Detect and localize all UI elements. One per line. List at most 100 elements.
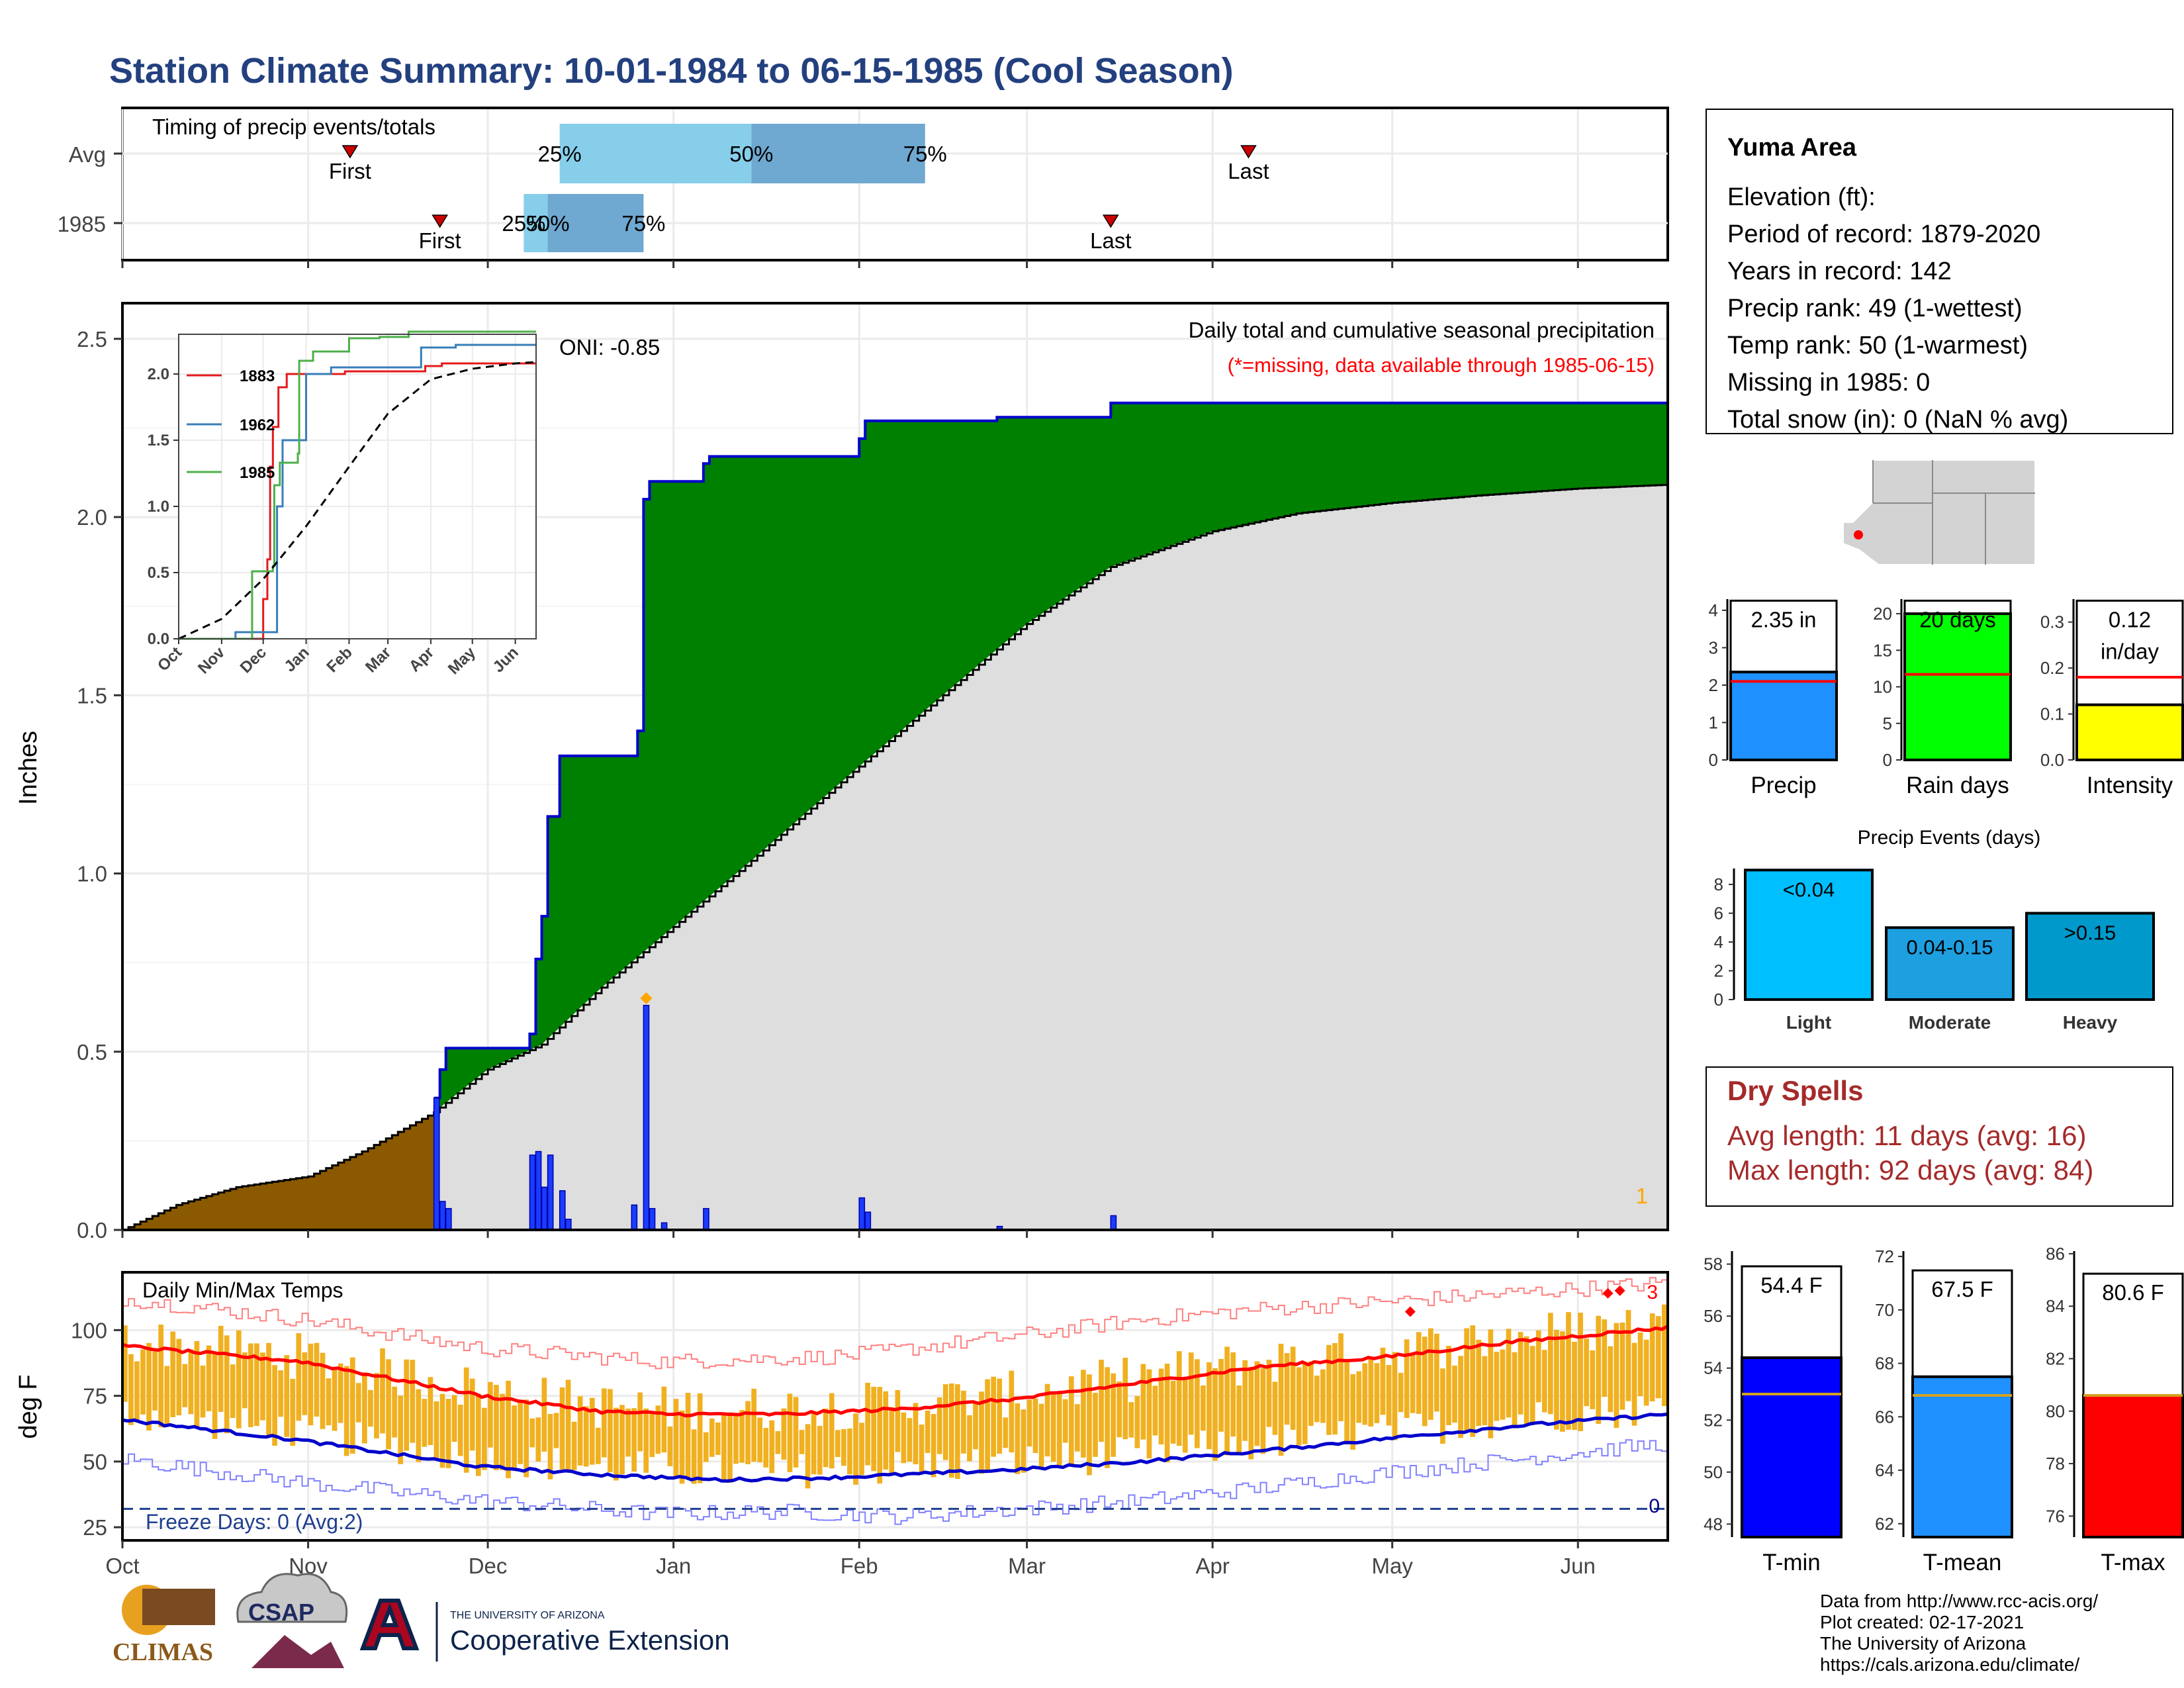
precip-events-title: Precip Events (days) — [1858, 827, 2041, 849]
month-label: Jun — [1561, 1554, 1596, 1578]
mini-bar — [1729, 671, 1838, 762]
precip-panel: 0.0 0.5 1.0 1.5 2.0 2.5 Inches ONI: -0.85 Dai… — [15, 302, 1669, 1243]
temp-ytick-label: 75 — [83, 1384, 107, 1409]
daily-temp-bar — [1631, 1342, 1637, 1426]
daily-temp-bar — [475, 1393, 481, 1476]
ua-logo: THE UNIVERSITY OF ARIZONA Cooperative Ex… — [359, 1599, 730, 1662]
event-bar-light — [1744, 868, 1874, 1001]
first-marker-icon — [341, 145, 359, 159]
daily-temp-bar — [871, 1386, 876, 1472]
daily-temp-bar — [889, 1407, 895, 1475]
daily-temp-bar — [1608, 1346, 1614, 1413]
daily-temp-bar — [206, 1345, 212, 1411]
daily-temp-bar — [1284, 1353, 1290, 1425]
mini-bar — [2075, 703, 2184, 761]
daily-temp-bar — [733, 1414, 739, 1464]
daily-temp-bar — [1195, 1359, 1200, 1448]
mini-tick-label: 3 — [1709, 637, 1718, 657]
daily-temp-bar — [559, 1387, 565, 1470]
daily-temp-bar — [942, 1384, 948, 1460]
daily-temp-bar — [1368, 1359, 1374, 1427]
daily-temp-bar — [721, 1415, 727, 1483]
temp-ytick-label: 50 — [83, 1450, 107, 1474]
daily-temp-bar — [332, 1368, 338, 1431]
daily-temp-bar — [829, 1393, 835, 1469]
daily-temp-bar — [1170, 1380, 1176, 1444]
ua-small-text: THE UNIVERSITY OF ARIZONA — [450, 1610, 605, 1621]
daily-precip-bar — [864, 1211, 872, 1231]
daily-temp-bar — [529, 1418, 535, 1448]
daily-temp-bar — [1326, 1344, 1332, 1435]
daily-temp-bar — [1212, 1368, 1218, 1461]
daily-temp-bar — [500, 1393, 505, 1470]
daily-temp-bar — [1356, 1371, 1362, 1423]
daily-temp-bar — [625, 1408, 631, 1457]
precip-areas — [122, 401, 1668, 1231]
footer-line: The University of Arizona — [1820, 1633, 2026, 1654]
daily-temp-bar — [1332, 1342, 1338, 1435]
daily-precip-bar — [529, 1154, 536, 1231]
daily-temp-bar — [1422, 1336, 1428, 1427]
daily-temp-bar — [1518, 1332, 1524, 1415]
daily-temp-bar — [1087, 1374, 1092, 1476]
daily-temp-bar — [506, 1380, 511, 1479]
inset-series-line-1883 — [179, 362, 536, 640]
mini-tick-label: 58 — [1704, 1254, 1723, 1274]
daily-temp-bar — [512, 1405, 517, 1468]
events-tick-label: 4 — [1714, 932, 1723, 952]
daily-temp-bar — [488, 1382, 493, 1448]
month-label: Jan — [656, 1554, 691, 1578]
event-bar-label: <0.04 — [1783, 878, 1835, 901]
daily-precip-bar — [541, 1186, 548, 1231]
summary-chart-intensity: 0.0 0.1 0.2 0.3 0.12 in/day Intensity — [2040, 599, 2184, 798]
daily-temp-bar — [439, 1393, 445, 1468]
daily-temp-bar — [1081, 1370, 1086, 1458]
daily-temp-bar — [631, 1408, 637, 1472]
daily-temp-bar — [1464, 1328, 1469, 1432]
map-ocean — [1843, 460, 1873, 523]
precip-caption: Daily total and cumulative seasonal prec… — [1189, 318, 1655, 342]
daily-temp-bar — [1158, 1368, 1164, 1445]
inset-series-line-normal — [178, 361, 537, 640]
freeze-count: 0 — [1649, 1495, 1660, 1517]
daily-temp-bar — [1260, 1368, 1266, 1454]
mini-tick-label: 5 — [1883, 714, 1892, 733]
daily-temp-bar — [763, 1428, 769, 1468]
mini-tick-label: 62 — [1875, 1514, 1894, 1534]
daily-temp-bar — [1248, 1366, 1254, 1460]
daily-temp-bar — [1314, 1376, 1320, 1423]
daily-temp-bar — [1476, 1339, 1482, 1427]
daily-temp-bar — [859, 1423, 864, 1476]
mini-bar-name: Precip — [1751, 773, 1816, 798]
daily-temp-bar — [997, 1378, 1003, 1454]
daily-temp-bar — [793, 1397, 799, 1468]
mini-tick-label: 4 — [1709, 600, 1718, 620]
precip-ylabel: Inches — [15, 731, 42, 805]
dry-spells-max: Max length: 92 days (avg: 84) — [1727, 1154, 2093, 1186]
daily-temp-bar — [691, 1429, 697, 1484]
timing-label-75: 75% — [903, 142, 947, 166]
station-line: Temp rank: 50 (1-warmest) — [1727, 332, 2028, 359]
daily-temp-bar — [152, 1351, 158, 1411]
normal-precip-line — [122, 484, 1668, 1231]
daily-temp-bar — [553, 1413, 559, 1448]
daily-temp-bar — [775, 1430, 781, 1454]
daily-temp-bar — [355, 1383, 361, 1423]
daily-temp-bar — [967, 1415, 972, 1462]
daily-temp-bar — [1146, 1369, 1152, 1459]
summary-bar-charts: 0 1 2 3 4 2.35 in Precip 0 5 10 15 20 20 days Rain da… — [1709, 599, 2184, 798]
event-bar-heavy — [2025, 912, 2155, 1001]
record-max-line — [122, 1277, 1668, 1370]
daily-temp-bar — [1541, 1350, 1547, 1413]
mini-tick-label: 1 — [1709, 712, 1718, 732]
daily-temp-bar — [1482, 1356, 1488, 1425]
temperature-panel: 25 50 75 100 Daily Min/Max Temps Freeze Day… — [15, 1271, 1669, 1578]
timing-label-50: 50% — [729, 142, 773, 166]
month-label: Mar — [1008, 1554, 1046, 1578]
daily-temp-bar — [661, 1386, 667, 1453]
daily-temp-bar — [1003, 1417, 1009, 1448]
mini-bar-name: Rain days — [1906, 773, 2009, 798]
daily-temp-bar — [1236, 1385, 1242, 1454]
daily-temp-bar — [1302, 1363, 1308, 1444]
